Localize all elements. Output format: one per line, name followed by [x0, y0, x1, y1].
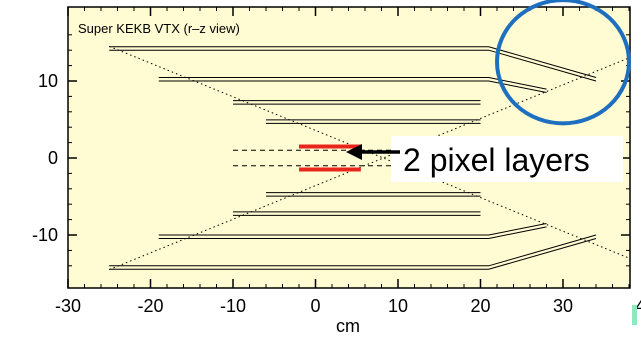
x-tick-label: 0 [310, 296, 320, 316]
y-tick-label: 0 [48, 148, 58, 168]
x-tick-label: 40 [635, 296, 641, 316]
strip-layer [158, 222, 547, 236]
strip-layer [109, 237, 597, 270]
x-tick-label: 10 [388, 296, 408, 316]
x-axis-label: cm [336, 316, 360, 336]
annotation-box [391, 136, 623, 182]
annotation-arrowhead [346, 144, 362, 160]
strip-layer [109, 49, 597, 82]
x-tick-label: -30 [55, 296, 81, 316]
strip-layer [109, 234, 597, 267]
axes: -30 -20 -10 0 10 20 30 40 10 0 -10 [32, 7, 641, 316]
y-tick-label: 10 [38, 71, 58, 91]
annotation-text: 2 pixel layers [403, 142, 590, 178]
x-tick-label: 30 [553, 296, 573, 316]
y-tick-label: -10 [32, 225, 58, 245]
strip-layer [158, 77, 547, 90]
detector-geometry [109, 45, 630, 271]
strip-layer [109, 46, 597, 79]
highlight-circle [495, 0, 631, 126]
accent-mark [632, 305, 637, 325]
annotation-group: 2 pixel layers [346, 136, 623, 182]
strip-layer [158, 80, 547, 94]
diagram-title: Super KEKB VTX (r–z view) [78, 21, 240, 36]
x-tick-label: -20 [137, 296, 163, 316]
x-tick-label: -10 [220, 296, 246, 316]
strip-layer [158, 226, 547, 239]
x-tick-label: 20 [470, 296, 490, 316]
